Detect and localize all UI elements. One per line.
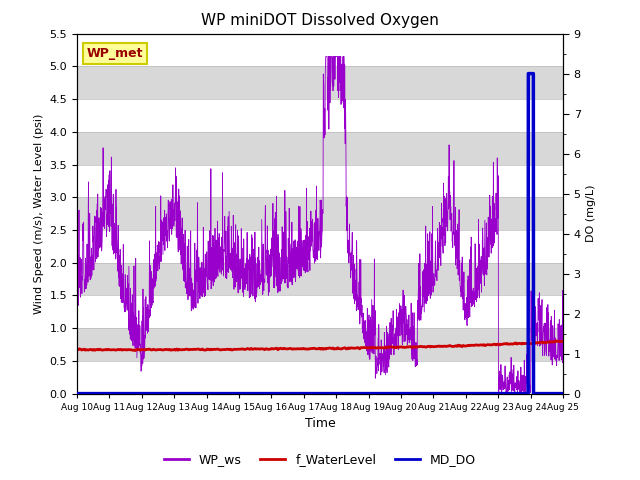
Bar <box>77 197 563 230</box>
X-axis label: Time: Time <box>305 417 335 430</box>
Bar <box>77 165 563 197</box>
Bar <box>77 295 563 328</box>
Bar <box>77 99 563 132</box>
Y-axis label: Wind Speed (m/s), Water Level (psi): Wind Speed (m/s), Water Level (psi) <box>34 113 44 314</box>
Bar <box>77 263 563 295</box>
Text: WP_met: WP_met <box>86 47 143 60</box>
Bar <box>77 34 563 66</box>
Y-axis label: DO (mg/L): DO (mg/L) <box>586 185 596 242</box>
Bar <box>77 230 563 263</box>
Bar <box>77 361 563 394</box>
Bar <box>77 132 563 165</box>
Bar <box>77 66 563 99</box>
Bar <box>77 328 563 361</box>
Title: WP miniDOT Dissolved Oxygen: WP miniDOT Dissolved Oxygen <box>201 13 439 28</box>
Legend: WP_ws, f_WaterLevel, MD_DO: WP_ws, f_WaterLevel, MD_DO <box>159 448 481 471</box>
